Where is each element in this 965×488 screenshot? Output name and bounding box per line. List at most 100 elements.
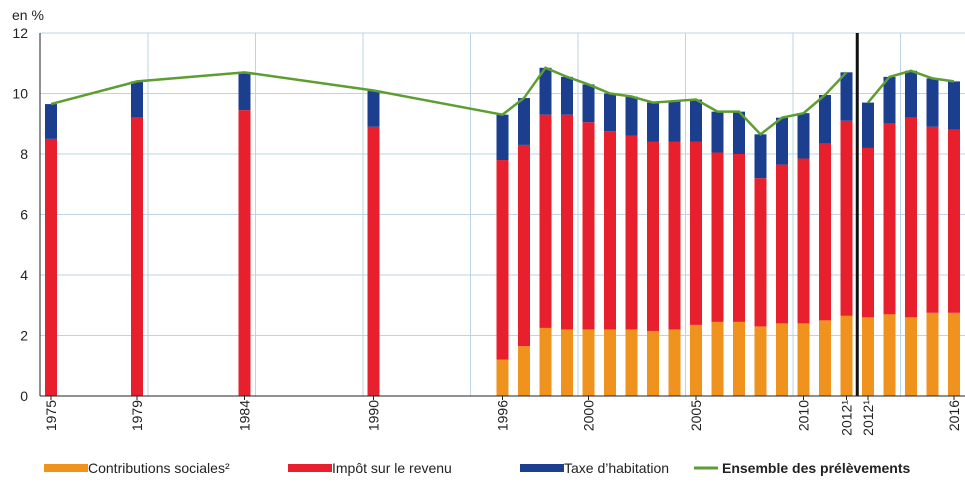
x-tick-label: 2012¹	[860, 400, 876, 436]
bar-segment	[131, 81, 143, 118]
y-axis-label: en %	[12, 7, 44, 23]
bar-segment	[905, 70, 917, 118]
bar-segment	[604, 329, 616, 396]
bar-segment	[797, 158, 810, 324]
bar-segment	[862, 102, 874, 148]
y-tick-label: 10	[12, 86, 28, 102]
bar-segment	[754, 326, 767, 396]
y-tick-label: 12	[12, 25, 28, 41]
bar-segment	[948, 312, 960, 396]
bar-segment	[518, 144, 530, 347]
bar-segment	[238, 110, 251, 396]
bar-segment	[905, 317, 917, 396]
bar-segment	[496, 114, 509, 161]
bar-segment	[905, 117, 917, 318]
bar-segment	[668, 329, 681, 396]
bar-segment	[604, 131, 616, 330]
bar-segment	[819, 143, 831, 321]
bar-segment	[647, 330, 659, 396]
bar-segment	[926, 126, 939, 313]
bar-segment	[948, 129, 960, 313]
bar-segment	[754, 134, 767, 179]
bar-segment	[690, 324, 702, 396]
y-tick-label: 2	[20, 328, 28, 344]
bar-segment	[238, 72, 251, 111]
bar-segment	[733, 154, 745, 322]
bar-segment	[668, 101, 681, 142]
bar-segment	[926, 312, 939, 396]
bar-segment	[625, 96, 638, 136]
bar-segment	[582, 84, 595, 123]
bar-segment	[45, 138, 57, 396]
bar-segment	[862, 317, 874, 396]
bar-segment	[819, 95, 831, 144]
x-tick-label: 2005	[688, 400, 704, 431]
bar-segment	[819, 320, 831, 396]
bar-segment	[539, 67, 552, 115]
bar-segment	[539, 114, 552, 328]
bar-segment	[862, 147, 874, 318]
x-tick-label: 2012¹	[839, 400, 855, 436]
bar-segment	[561, 76, 573, 115]
bar-segment	[131, 117, 143, 396]
x-tick-label: 1990	[366, 400, 382, 431]
x-tick-label: 1996	[495, 400, 511, 431]
bar-segment	[883, 123, 896, 315]
bar-segment	[625, 329, 638, 396]
bar-segment	[797, 113, 810, 159]
legend-label: Contributions sociales²	[88, 460, 230, 476]
bar-segment	[625, 135, 638, 330]
bar-segment	[539, 327, 552, 396]
legend-swatch	[44, 464, 88, 472]
y-tick-label: 4	[20, 267, 28, 283]
legend-label: Taxe d’habitation	[564, 460, 669, 476]
legend-swatch	[520, 464, 564, 472]
legend-label: Impôt sur le revenu	[332, 460, 452, 476]
bar-segment	[797, 323, 810, 396]
x-tick-label: 2010	[796, 400, 812, 431]
x-tick-label: 2000	[581, 400, 597, 431]
bar-segment	[711, 111, 724, 153]
bar-segment	[776, 117, 788, 165]
bar-segment	[733, 111, 745, 154]
bar-segment	[926, 78, 939, 127]
bar-segment	[840, 72, 853, 121]
bar-segment	[690, 99, 702, 142]
bar-segment	[45, 104, 57, 139]
bar-segment	[840, 120, 853, 316]
bar-segment	[754, 178, 767, 327]
bar-segment	[582, 329, 595, 396]
bar-segment	[776, 323, 788, 396]
x-tick-label: 1979	[129, 400, 145, 431]
bar-segment	[367, 90, 380, 127]
bar-segment	[883, 314, 896, 396]
bar-segment	[776, 164, 788, 324]
y-tick-label: 0	[20, 388, 28, 404]
bar-segment	[496, 160, 509, 360]
bar-segment	[711, 152, 724, 322]
line-series	[867, 69, 955, 104]
bar-segment	[367, 126, 380, 397]
y-tick-label: 6	[20, 207, 28, 223]
line-series	[50, 66, 848, 137]
bar-segment	[518, 346, 530, 396]
bar-segment	[647, 141, 659, 331]
bar-segment	[518, 98, 530, 145]
bar-segment	[604, 93, 616, 132]
bar-segment	[582, 122, 595, 330]
bar-segment	[733, 321, 745, 396]
y-tick-label: 8	[20, 146, 28, 162]
bar-segment	[561, 329, 573, 396]
x-tick-label: 2016	[946, 400, 962, 431]
legend-label: Ensemble des prélèvements	[722, 460, 911, 476]
bar-segment	[561, 114, 573, 330]
x-tick-label: 1984	[237, 400, 253, 431]
bar-segment	[711, 321, 724, 396]
bar-segment	[647, 102, 659, 142]
x-tick-label: 1975	[43, 400, 59, 431]
bar-segment	[883, 76, 896, 124]
bar-segment	[496, 359, 509, 396]
bar-segment	[690, 141, 702, 325]
bar-segment	[668, 141, 681, 330]
